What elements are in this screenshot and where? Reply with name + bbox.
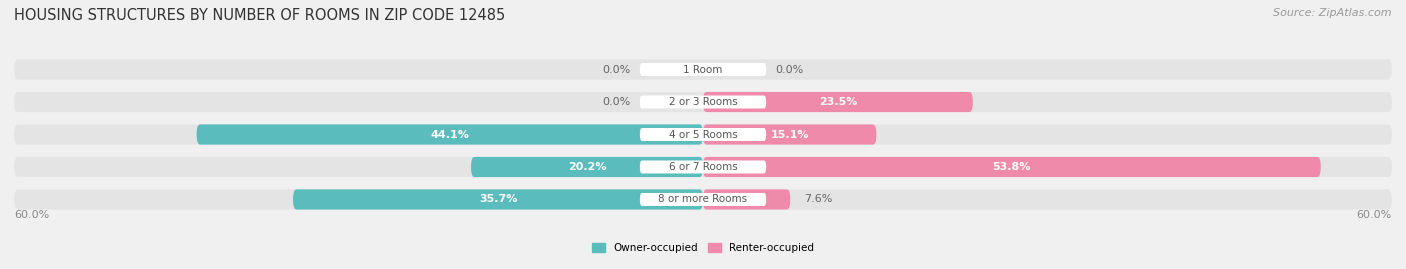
FancyBboxPatch shape <box>14 189 1392 210</box>
FancyBboxPatch shape <box>703 157 1320 177</box>
Legend: Owner-occupied, Renter-occupied: Owner-occupied, Renter-occupied <box>592 243 814 253</box>
Text: 4 or 5 Rooms: 4 or 5 Rooms <box>669 129 737 140</box>
FancyBboxPatch shape <box>703 92 973 112</box>
Text: 53.8%: 53.8% <box>993 162 1031 172</box>
FancyBboxPatch shape <box>471 157 703 177</box>
FancyBboxPatch shape <box>640 128 766 141</box>
Text: 60.0%: 60.0% <box>1357 210 1392 220</box>
Text: 8 or more Rooms: 8 or more Rooms <box>658 194 748 204</box>
FancyBboxPatch shape <box>640 161 766 174</box>
Text: 1 Room: 1 Room <box>683 65 723 75</box>
FancyBboxPatch shape <box>640 193 766 206</box>
Text: 0.0%: 0.0% <box>602 65 631 75</box>
FancyBboxPatch shape <box>14 157 1392 177</box>
FancyBboxPatch shape <box>14 125 1392 144</box>
FancyBboxPatch shape <box>292 189 703 210</box>
Text: 2 or 3 Rooms: 2 or 3 Rooms <box>669 97 737 107</box>
FancyBboxPatch shape <box>197 125 703 144</box>
Text: 7.6%: 7.6% <box>804 194 832 204</box>
FancyBboxPatch shape <box>640 63 766 76</box>
FancyBboxPatch shape <box>14 59 1392 80</box>
Text: 35.7%: 35.7% <box>479 194 517 204</box>
Text: 60.0%: 60.0% <box>14 210 49 220</box>
FancyBboxPatch shape <box>703 125 876 144</box>
Text: 20.2%: 20.2% <box>568 162 606 172</box>
Text: 23.5%: 23.5% <box>818 97 858 107</box>
Text: 6 or 7 Rooms: 6 or 7 Rooms <box>669 162 737 172</box>
FancyBboxPatch shape <box>703 189 790 210</box>
Text: 0.0%: 0.0% <box>775 65 804 75</box>
FancyBboxPatch shape <box>640 95 766 108</box>
FancyBboxPatch shape <box>14 92 1392 112</box>
Text: Source: ZipAtlas.com: Source: ZipAtlas.com <box>1274 8 1392 18</box>
Text: 15.1%: 15.1% <box>770 129 808 140</box>
Text: 44.1%: 44.1% <box>430 129 470 140</box>
Text: 0.0%: 0.0% <box>602 97 631 107</box>
Text: HOUSING STRUCTURES BY NUMBER OF ROOMS IN ZIP CODE 12485: HOUSING STRUCTURES BY NUMBER OF ROOMS IN… <box>14 8 505 23</box>
